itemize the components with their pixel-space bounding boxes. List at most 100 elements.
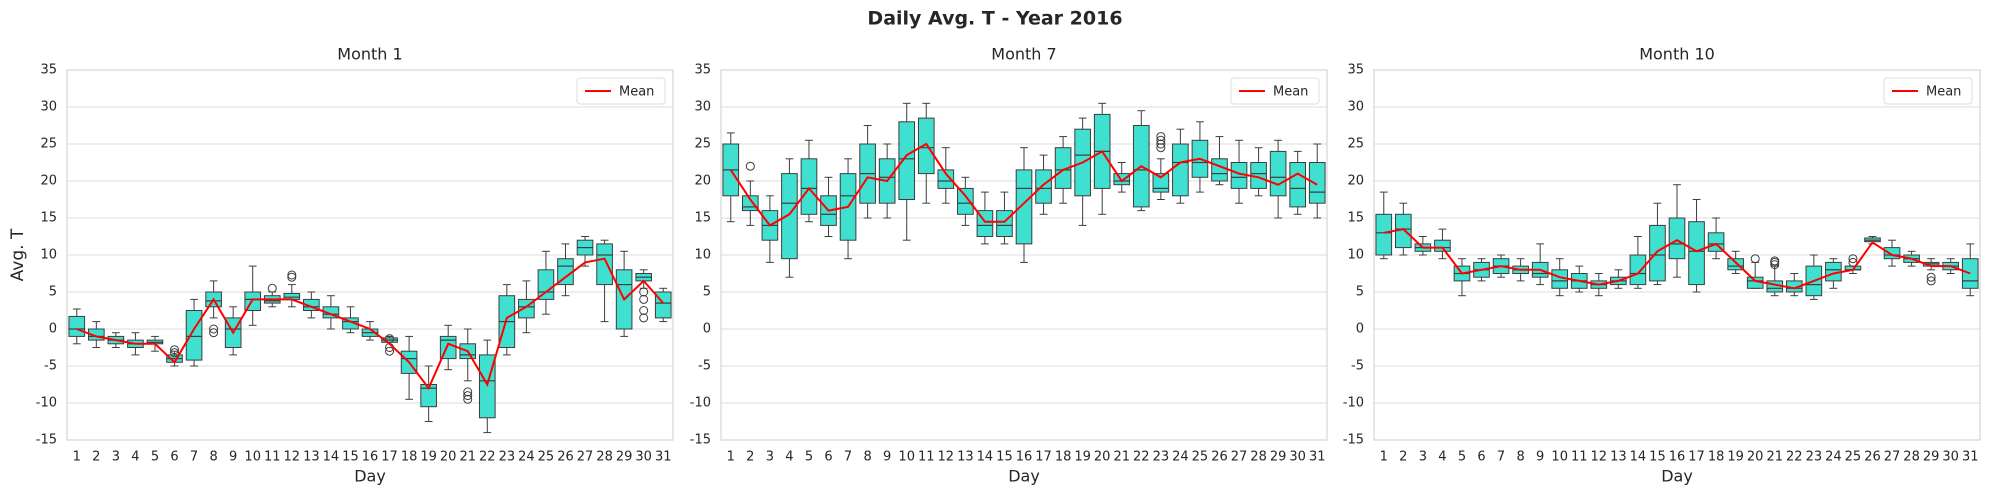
y-tick-label: 0 <box>49 322 57 337</box>
x-tick-label: 14 <box>977 450 994 465</box>
outlier <box>1848 254 1858 264</box>
panel-title: Month 7 <box>991 45 1056 64</box>
x-tick-label: 9 <box>1536 450 1544 465</box>
box <box>898 121 916 200</box>
x-tick-label: 9 <box>883 450 891 465</box>
y-tick-label: 35 <box>1347 63 1364 78</box>
x-tick-label: 29 <box>616 450 633 465</box>
outlier <box>639 287 649 297</box>
y-tick-label: -15 <box>690 433 711 448</box>
box <box>342 317 359 330</box>
y-tick-label: 15 <box>694 211 711 226</box>
x-tick-label: 7 <box>190 450 198 465</box>
box <box>1668 217 1686 260</box>
plot-frame <box>1373 69 1981 441</box>
box <box>1152 173 1170 193</box>
x-tick-label: 30 <box>1942 450 1959 465</box>
y-tick-label: -15 <box>1343 433 1364 448</box>
y-tick-label: 35 <box>40 63 57 78</box>
x-tick-label: 23 <box>499 450 516 465</box>
x-tick-label: 12 <box>938 450 955 465</box>
box <box>996 210 1013 238</box>
x-tick-label: 25 <box>1845 450 1862 465</box>
x-tick-label: 28 <box>1250 450 1267 465</box>
x-tick-label: 3 <box>1419 450 1427 465</box>
x-tick-label: 21 <box>1766 450 1783 465</box>
outlier <box>287 272 297 282</box>
x-tick-label: 20 <box>440 450 457 465</box>
x-tick-label: 21 <box>1113 450 1130 465</box>
box <box>88 328 105 341</box>
x-axis-label: Day <box>1661 467 1693 486</box>
legend-box <box>576 77 666 105</box>
outlier <box>1848 257 1858 267</box>
x-tick-label: 5 <box>805 450 813 465</box>
x-tick-label: 30 <box>635 450 652 465</box>
x-tick-label: 8 <box>1516 450 1524 465</box>
x-tick-label: 11 <box>918 450 935 465</box>
y-tick-label: 5 <box>49 285 57 300</box>
y-tick-label: -5 <box>698 359 711 374</box>
x-tick-label: 18 <box>1055 450 1072 465</box>
box <box>1883 247 1901 260</box>
x-axis-label: Day <box>354 467 386 486</box>
x-tick-label: 29 <box>1270 450 1287 465</box>
box <box>1015 169 1033 245</box>
outlier <box>170 345 180 355</box>
outlier <box>1750 254 1760 264</box>
x-tick-label: 12 <box>284 450 301 465</box>
x-tick-label: 18 <box>1708 450 1725 465</box>
panel-title: Month 1 <box>337 45 402 64</box>
x-tick-label: 5 <box>151 450 159 465</box>
x-tick-label: 10 <box>1551 450 1568 465</box>
outlier <box>1926 276 1936 286</box>
x-tick-label: 20 <box>1747 450 1764 465</box>
outlier <box>1770 256 1780 266</box>
x-tick-label: 29 <box>1923 450 1940 465</box>
x-tick-label: 27 <box>1884 450 1901 465</box>
legend-label: Mean <box>1926 85 1961 100</box>
x-tick-label: 16 <box>1016 450 1033 465</box>
x-tick-label: 31 <box>1309 450 1326 465</box>
x-tick-label: 22 <box>1786 450 1803 465</box>
box <box>1054 147 1072 189</box>
x-tick-label: 27 <box>1231 450 1248 465</box>
y-tick-label: 0 <box>1356 322 1364 337</box>
y-tick-label: 20 <box>40 174 57 189</box>
x-tick-label: 15 <box>342 450 359 465</box>
box <box>303 298 320 311</box>
x-tick-label: 22 <box>479 450 496 465</box>
x-tick-label: 17 <box>1035 450 1052 465</box>
x-tick-label: 24 <box>1825 450 1842 465</box>
x-tick-label: 14 <box>1630 450 1647 465</box>
outlier <box>1156 143 1166 153</box>
x-tick-label: 15 <box>1649 450 1666 465</box>
x-tick-label: 31 <box>655 450 672 465</box>
y-tick-label: 5 <box>703 285 711 300</box>
y-tick-label: 30 <box>694 100 711 115</box>
y-tick-label: -10 <box>36 396 57 411</box>
x-tick-label: 6 <box>170 450 178 465</box>
y-tick-label: 5 <box>1356 285 1364 300</box>
x-tick-label: 17 <box>381 450 398 465</box>
y-tick-label: 10 <box>694 248 711 263</box>
y-tick-label: 10 <box>1347 248 1364 263</box>
outlier <box>287 270 297 280</box>
mean-line <box>1383 228 1971 290</box>
y-tick-label: -5 <box>44 359 57 374</box>
y-tick-label: -15 <box>36 433 57 448</box>
x-tick-label: 7 <box>844 450 852 465</box>
y-tick-label: 35 <box>694 63 711 78</box>
x-axis-label: Day <box>1008 467 1040 486</box>
box <box>420 384 437 408</box>
x-tick-label: 12 <box>1591 450 1608 465</box>
x-tick-label: 13 <box>303 450 320 465</box>
x-tick-label: 22 <box>1133 450 1150 465</box>
x-tick-label: 9 <box>229 450 237 465</box>
x-tick-label: 16 <box>1669 450 1686 465</box>
x-tick-label: 6 <box>1477 450 1485 465</box>
x-tick-label: 3 <box>112 450 120 465</box>
box <box>1035 169 1052 204</box>
x-tick-label: 24 <box>518 450 535 465</box>
